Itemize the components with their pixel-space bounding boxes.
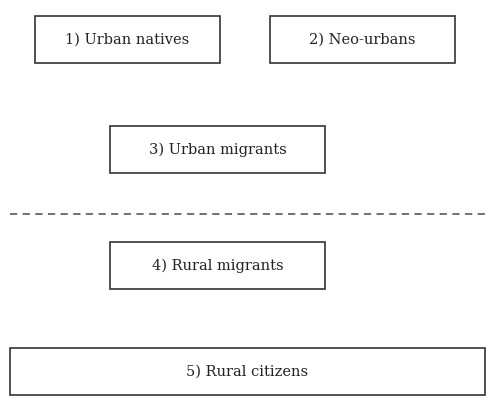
Text: 1) Urban natives: 1) Urban natives: [66, 33, 190, 47]
Text: 5) Rural citizens: 5) Rural citizens: [186, 364, 308, 379]
FancyBboxPatch shape: [270, 16, 455, 63]
Text: 3) Urban migrants: 3) Urban migrants: [148, 142, 286, 157]
FancyBboxPatch shape: [110, 242, 325, 289]
Text: 4) Rural migrants: 4) Rural migrants: [152, 258, 284, 273]
FancyBboxPatch shape: [110, 126, 325, 173]
FancyBboxPatch shape: [35, 16, 220, 63]
Text: 2) Neo-urbans: 2) Neo-urbans: [310, 33, 416, 47]
FancyBboxPatch shape: [10, 348, 485, 395]
